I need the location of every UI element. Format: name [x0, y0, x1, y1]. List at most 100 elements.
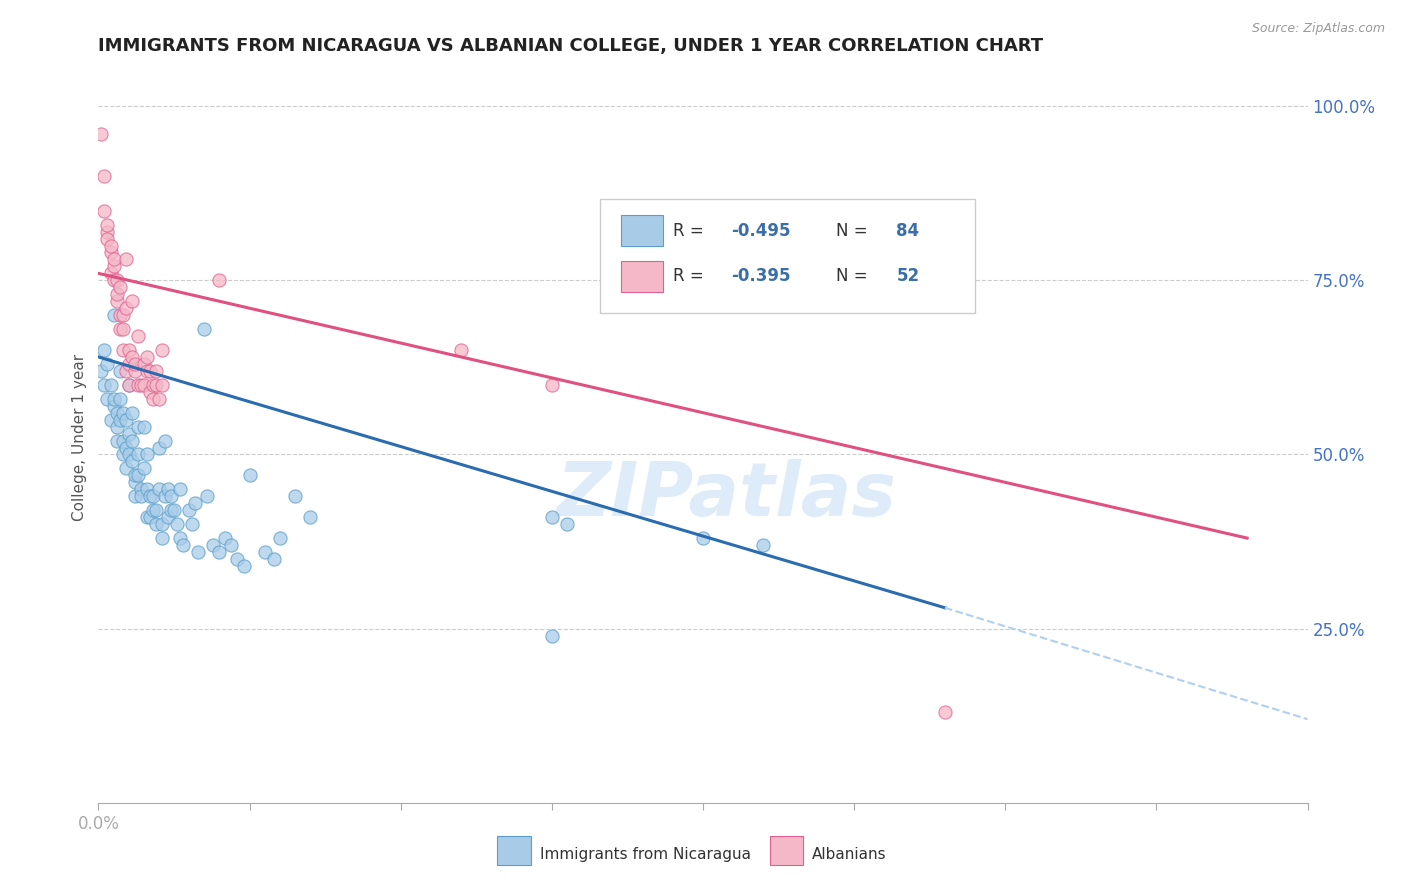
Point — [100, 377, 122, 392]
Point — [142, 377, 165, 392]
Point — [145, 377, 167, 392]
Point — [208, 545, 231, 559]
Point — [118, 448, 141, 462]
Point — [118, 377, 141, 392]
Point — [135, 364, 157, 378]
Point — [121, 406, 143, 420]
Point — [121, 434, 143, 448]
Point — [103, 273, 125, 287]
Point — [111, 343, 134, 357]
Point — [118, 357, 141, 371]
Point — [540, 510, 562, 524]
Point — [132, 461, 155, 475]
Y-axis label: College, Under 1 year: College, Under 1 year — [72, 353, 87, 521]
Point — [148, 392, 170, 406]
Point — [111, 434, 134, 448]
Point — [127, 419, 149, 434]
Point — [124, 475, 146, 490]
Point — [121, 350, 143, 364]
Point — [169, 531, 191, 545]
Point — [139, 364, 162, 378]
Text: R =: R = — [672, 268, 709, 285]
Point — [139, 510, 162, 524]
Point — [148, 483, 170, 497]
Point — [108, 412, 131, 426]
Point — [160, 489, 183, 503]
Point — [121, 454, 143, 468]
Point — [142, 503, 165, 517]
Text: Immigrants from Nicaragua: Immigrants from Nicaragua — [540, 847, 751, 862]
Point — [153, 489, 176, 503]
Point — [226, 552, 249, 566]
Point — [127, 448, 149, 462]
Point — [105, 434, 128, 448]
Point — [142, 392, 165, 406]
Point — [118, 377, 141, 392]
Point — [153, 434, 176, 448]
Point — [263, 552, 285, 566]
FancyBboxPatch shape — [621, 260, 664, 292]
Text: R =: R = — [672, 222, 709, 240]
Text: Albanians: Albanians — [811, 847, 886, 862]
Point — [103, 392, 125, 406]
Point — [221, 538, 243, 552]
Point — [163, 503, 186, 517]
Point — [90, 127, 112, 141]
Text: N =: N = — [837, 222, 873, 240]
Point — [239, 468, 262, 483]
Point — [132, 377, 155, 392]
Point — [150, 377, 173, 392]
Point — [145, 517, 167, 532]
Point — [108, 308, 131, 322]
Point — [145, 364, 167, 378]
Point — [148, 441, 170, 455]
Point — [105, 273, 128, 287]
Text: IMMIGRANTS FROM NICARAGUA VS ALBANIAN COLLEGE, UNDER 1 YEAR CORRELATION CHART: IMMIGRANTS FROM NICARAGUA VS ALBANIAN CO… — [98, 37, 1043, 54]
Point — [114, 301, 136, 316]
Point — [202, 538, 225, 552]
Point — [100, 266, 122, 280]
Point — [103, 399, 125, 413]
Point — [96, 231, 118, 245]
Point — [187, 545, 209, 559]
Point — [108, 392, 131, 406]
Point — [156, 483, 179, 497]
Point — [179, 503, 201, 517]
Point — [692, 531, 714, 545]
Point — [132, 357, 155, 371]
Point — [129, 483, 152, 497]
Point — [96, 218, 118, 232]
Point — [103, 260, 125, 274]
Point — [195, 489, 218, 503]
Point — [93, 343, 115, 357]
Point — [540, 629, 562, 643]
Text: 52: 52 — [897, 268, 920, 285]
Point — [166, 517, 188, 532]
Point — [150, 531, 173, 545]
Point — [160, 503, 183, 517]
Point — [93, 203, 115, 218]
Point — [139, 384, 162, 399]
FancyBboxPatch shape — [769, 836, 803, 865]
Point — [135, 510, 157, 524]
Text: N =: N = — [837, 268, 873, 285]
Point — [114, 252, 136, 267]
Point — [105, 419, 128, 434]
Point — [114, 364, 136, 378]
Point — [253, 545, 276, 559]
Point — [111, 308, 134, 322]
Point — [135, 448, 157, 462]
FancyBboxPatch shape — [600, 200, 976, 313]
Point — [450, 343, 472, 357]
Point — [100, 412, 122, 426]
Point — [96, 392, 118, 406]
Point — [299, 510, 322, 524]
Point — [124, 489, 146, 503]
Point — [127, 377, 149, 392]
Point — [129, 377, 152, 392]
Point — [129, 489, 152, 503]
Point — [124, 468, 146, 483]
Point — [96, 225, 118, 239]
Point — [105, 406, 128, 420]
FancyBboxPatch shape — [621, 216, 664, 246]
